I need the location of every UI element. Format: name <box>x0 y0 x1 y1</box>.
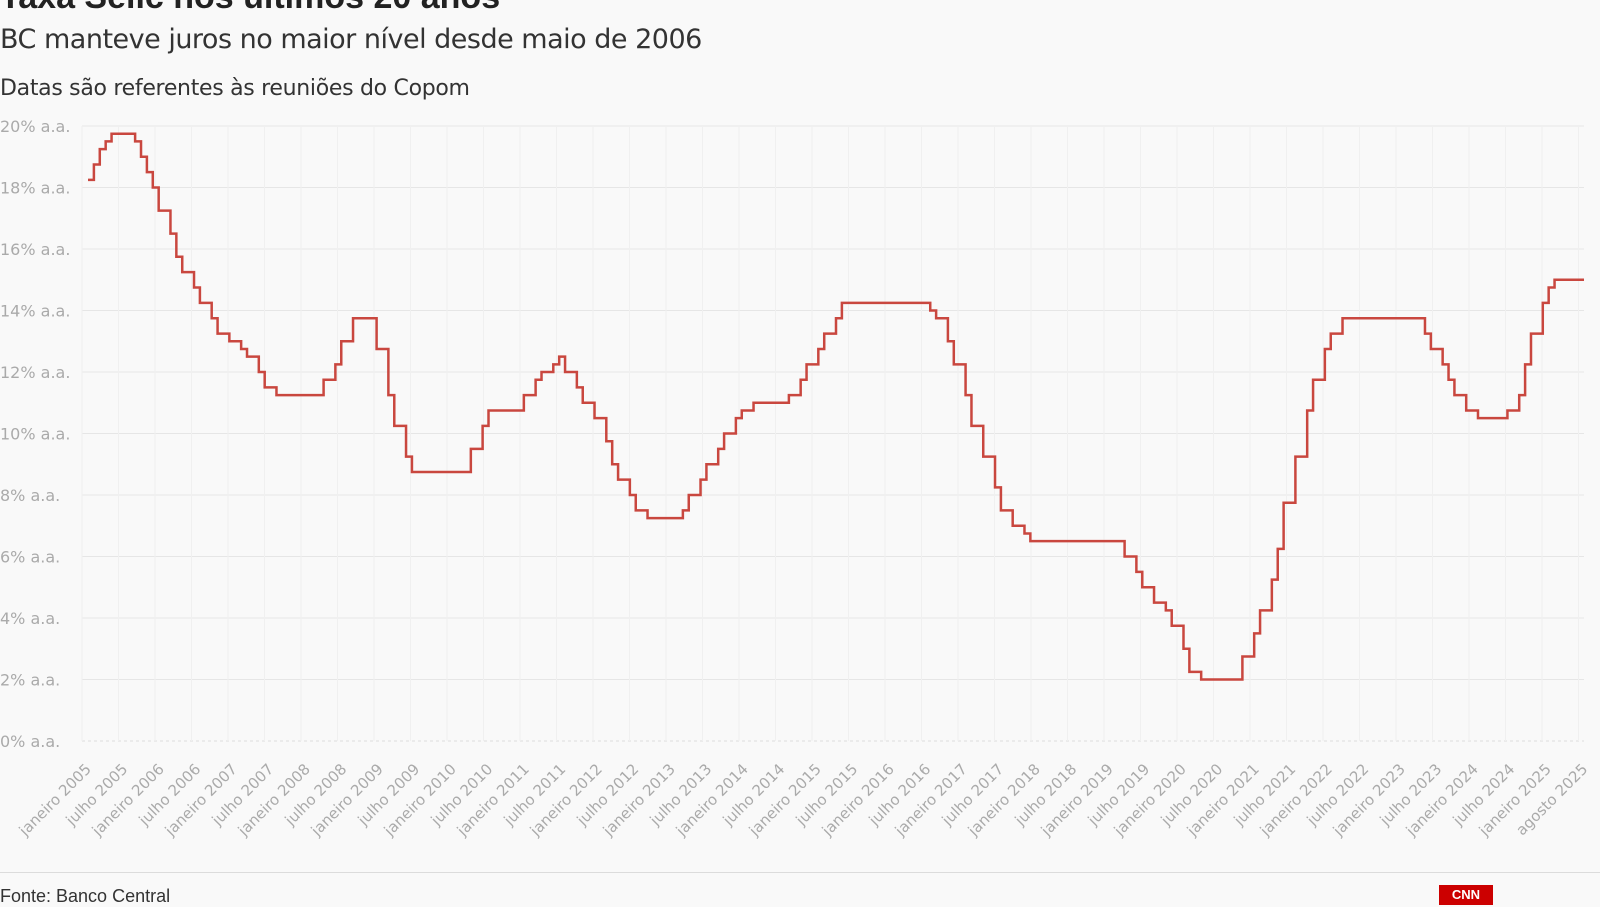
cnn-logo: CNN <box>1439 885 1493 905</box>
y-tick-label: 2% a.a. <box>0 671 60 690</box>
y-axis-ticks: 0% a.a. 2% a.a. 4% a.a. 6% a.a. 8% a.a. 10% a… <box>0 117 70 751</box>
series-lines <box>88 132 1584 681</box>
grid-lines <box>82 125 1584 742</box>
chart-note: Datas são referentes às reuniões do Copo… <box>0 76 470 101</box>
y-tick-label: 10% a.a. <box>0 425 70 444</box>
y-tick-label: 18% a.a. <box>0 179 70 198</box>
y-tick-label: 4% a.a. <box>0 609 60 628</box>
y-tick-label: 0% a.a. <box>0 732 60 751</box>
footer-divider <box>0 872 1600 873</box>
source-note: Fonte: Banco Central <box>0 886 171 906</box>
y-tick-label: 6% a.a. <box>0 548 60 567</box>
y-tick-label: 20% a.a. <box>0 117 70 136</box>
chart-subtitle: BC manteve juros no maior nível desde ma… <box>0 24 702 55</box>
y-tick-label: 16% a.a. <box>0 240 70 259</box>
chart-title: Taxa Selic nos últimos 20 anos <box>0 0 500 17</box>
y-tick-label: 14% a.a. <box>0 302 70 321</box>
selic-rate-line <box>88 132 1584 681</box>
y-tick-label: 12% a.a. <box>0 363 70 382</box>
y-tick-label: 8% a.a. <box>0 486 60 505</box>
